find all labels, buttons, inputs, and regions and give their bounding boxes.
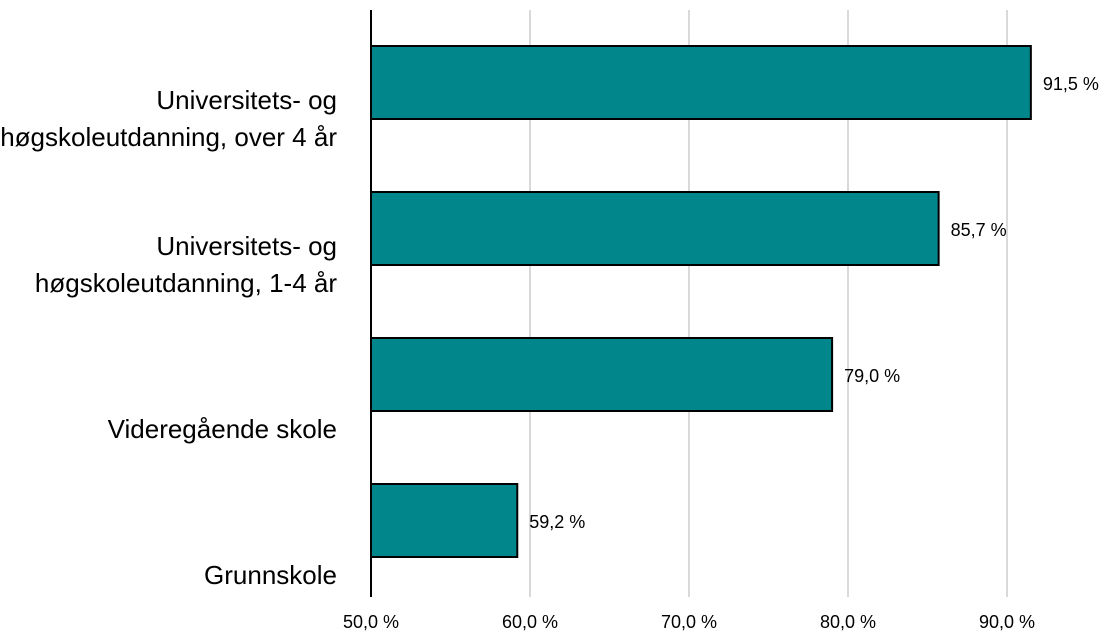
category-label-line: Universitets- og — [156, 231, 337, 261]
category-label-line: Videregående skole — [108, 414, 337, 444]
x-tick-label: 80,0 % — [820, 612, 876, 632]
category-label-line: Grunnskole — [204, 560, 337, 590]
data-label: 85,7 % — [951, 220, 1007, 240]
x-tick-label: 60,0 % — [502, 612, 558, 632]
category-labels: Universitets- og høgskoleutdanning, over … — [0, 85, 337, 590]
bars — [370, 45, 1032, 558]
bar — [370, 483, 519, 558]
data-label: 91,5 % — [1043, 74, 1099, 94]
data-label: 79,0 % — [844, 366, 900, 386]
category-label-line: Universitets- og — [156, 85, 337, 115]
bar — [370, 191, 940, 266]
category-label-line: høgskoleutdanning, 1-4 år — [35, 268, 337, 298]
category-label: Videregående skole — [108, 414, 337, 444]
data-label: 59,2 % — [529, 512, 585, 532]
x-tick-label: 70,0 % — [661, 612, 717, 632]
category-label: Universitets- og høgskoleutdanning, over … — [0, 85, 337, 152]
category-label: Universitets- og høgskoleutdanning, 1-4 å… — [35, 231, 337, 298]
category-label-line: høgskoleutdanning, over 4 år — [0, 122, 337, 152]
category-label: Grunnskole — [204, 560, 337, 590]
bar — [370, 337, 834, 412]
x-tick-label: 50,0 % — [343, 612, 399, 632]
data-labels: 91,5 % 85,7 % 79,0 % 59,2 % — [529, 74, 1099, 532]
x-tick-label: 90,0 % — [979, 612, 1035, 632]
bar — [370, 45, 1032, 120]
x-tick-labels: 50,0 % 60,0 % 70,0 % 80,0 % 90,0 % — [343, 612, 1035, 632]
